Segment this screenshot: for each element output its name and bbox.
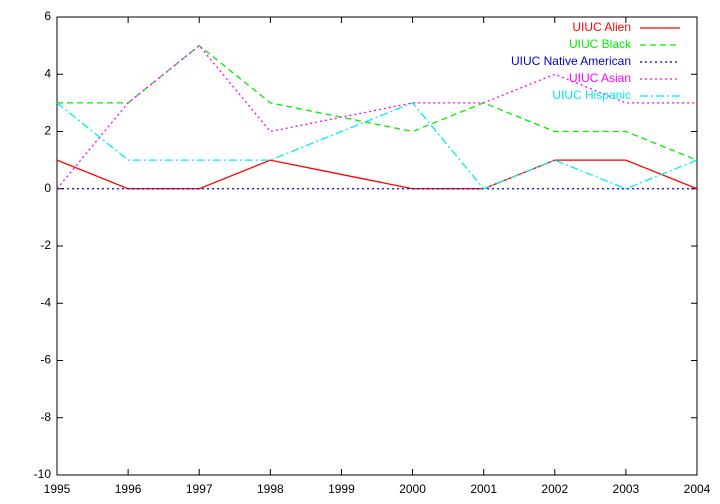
x-tick-label: 1998 xyxy=(257,482,284,496)
y-tick-label: -4 xyxy=(40,295,51,309)
y-tick-label: -8 xyxy=(40,410,51,424)
y-tick-label: -10 xyxy=(34,467,52,481)
series-line xyxy=(56,44,697,190)
x-tick-label: 1999 xyxy=(328,482,355,496)
series-line xyxy=(57,44,698,161)
legend-label: UIUC Native American xyxy=(511,54,631,68)
x-tick-label: 2001 xyxy=(470,482,497,496)
legend-label: UIUC Alien xyxy=(572,20,631,34)
y-tick-label: 0 xyxy=(44,181,51,195)
x-tick-label: 2004 xyxy=(684,482,711,496)
series-line xyxy=(56,159,698,190)
x-tick-label: 2003 xyxy=(613,482,640,496)
x-tick-label: 1997 xyxy=(186,482,213,496)
x-tick-label: 2002 xyxy=(541,482,568,496)
plot-frame xyxy=(56,16,698,476)
x-tick-label: 2000 xyxy=(399,482,426,496)
y-tick-label: -2 xyxy=(40,238,51,252)
legend-label: UIUC Asian xyxy=(569,71,631,85)
y-tick-label: -6 xyxy=(40,353,51,367)
y-tick-label: 6 xyxy=(44,9,51,23)
y-tick-label: 2 xyxy=(44,124,51,138)
y-tick-label: 4 xyxy=(44,66,51,80)
series-line xyxy=(56,102,698,190)
legend-label: UIUC Hispanic xyxy=(552,88,631,102)
x-tick-label: 1995 xyxy=(44,482,71,496)
x-tick-label: 1996 xyxy=(115,482,142,496)
legend-label: UIUC Black xyxy=(569,37,632,51)
